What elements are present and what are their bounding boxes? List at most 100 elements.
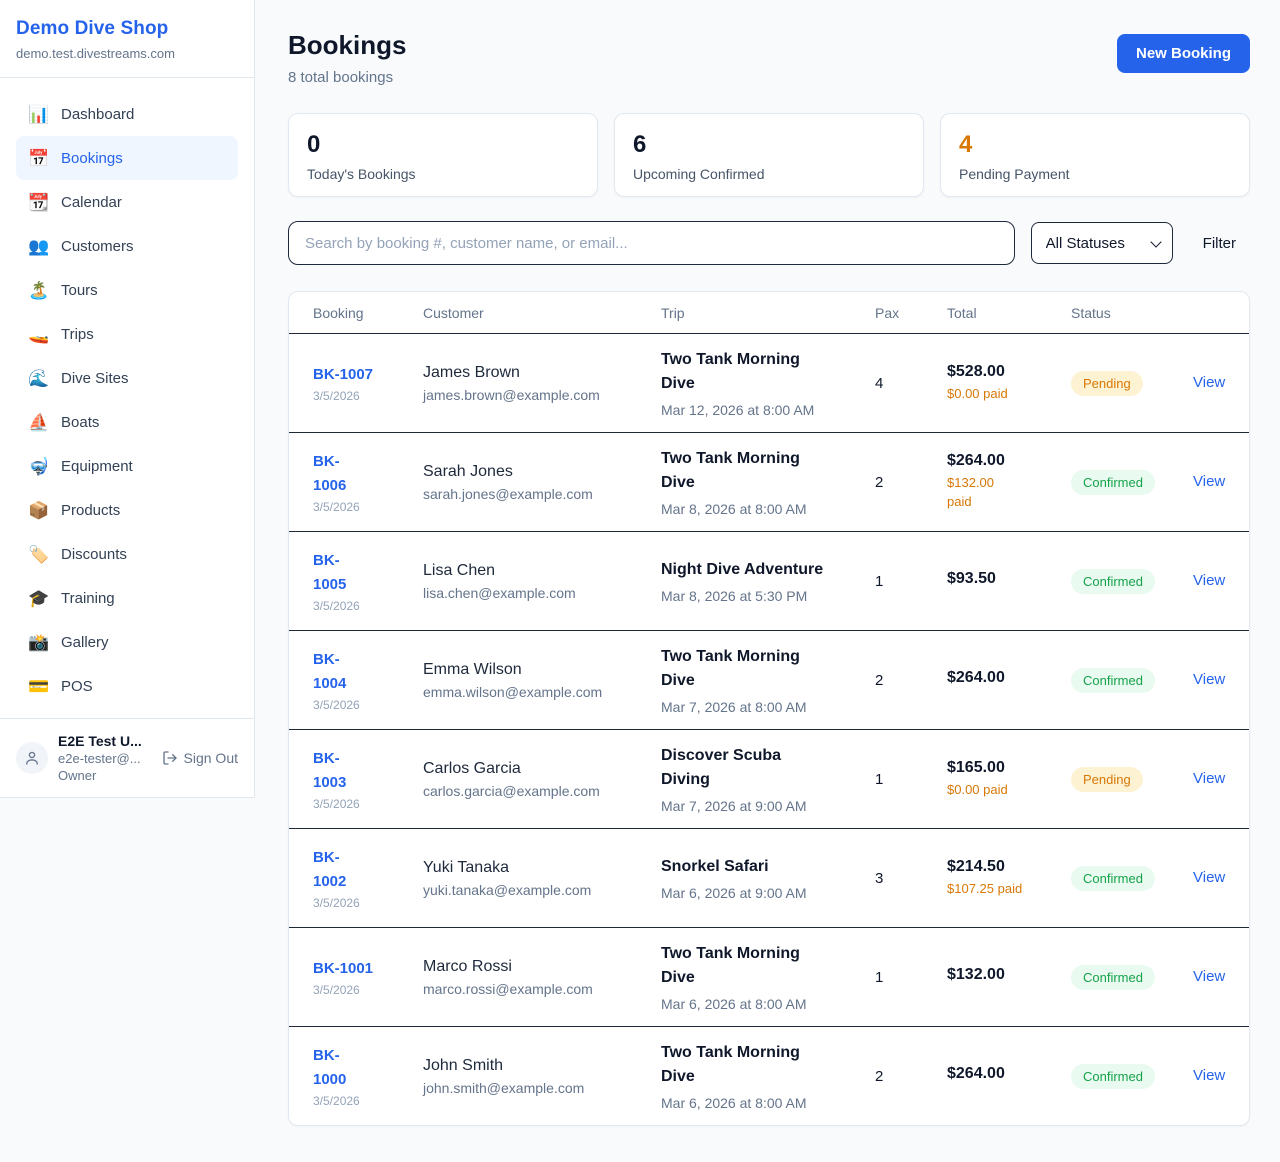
table-row: BK- 1004 3/5/2026 Emma Wilson emma.wilso… [289,630,1249,729]
sidebar-item-dashboard[interactable]: 📊 Dashboard [16,92,238,136]
sidebar-item-pos[interactable]: 💳 POS [16,664,238,708]
sidebar-item-tours[interactable]: 🏝️ Tours [16,268,238,312]
customer-name: Marco Rossi [423,957,512,975]
sidebar-item-bookings[interactable]: 📅 Bookings [16,136,238,180]
new-booking-button[interactable]: New Booking [1116,34,1250,73]
trip-datetime: Mar 6, 2026 at 9:00 AM [661,885,807,901]
page-subtitle: 8 total bookings [288,69,394,86]
sidebar-item-calendar[interactable]: 📆 Calendar [16,180,238,224]
dive-sites-icon: 🌊 [28,368,50,388]
stat-label: Today's Bookings [307,165,416,182]
sidebar-item-label: Trips [61,325,94,343]
trip-name: Two Tank Morning Dive [661,1044,800,1085]
pax-count: 4 [875,374,884,392]
view-link[interactable]: View [1193,968,1226,985]
booking-id-link[interactable]: BK- 1006 [313,453,347,494]
view-link[interactable]: View [1193,671,1226,688]
trips-icon: 🚤 [28,324,50,344]
stat-card-todays-bookings: 0 Today's Bookings [288,113,598,197]
sidebar-item-label: Training [61,589,115,607]
column-header-status: Status [1071,304,1111,321]
sidebar-item-customers[interactable]: 👥 Customers [16,224,238,268]
brand-block: Demo Dive Shop demo.test.divestreams.com [0,0,254,78]
equipment-icon: 🤿 [28,456,50,476]
user-info: E2E Test U... e2e-tester@... Owner [58,733,152,783]
sign-out-label: Sign Out [183,750,238,766]
total-amount: $214.50 [947,857,1005,875]
trip-datetime: Mar 6, 2026 at 8:00 AM [661,996,807,1012]
view-link[interactable]: View [1193,572,1226,589]
booking-date: 3/5/2026 [313,499,360,514]
stat-card-upcoming-confirmed: 6 Upcoming Confirmed [614,113,924,197]
sidebar-item-boats[interactable]: ⛵ Boats [16,400,238,444]
column-header-pax: Pax [875,304,900,321]
stat-value: 0 [307,131,321,158]
table-row: BK- 1000 3/5/2026 John Smith john.smith@… [289,1026,1249,1125]
booking-id-link[interactable]: BK-1007 [313,365,374,383]
filter-bar: All Statuses Filter [288,221,1250,265]
booking-id-link[interactable]: BK- 1004 [313,651,347,692]
table-row: BK- 1003 3/5/2026 Carlos Garcia carlos.g… [289,729,1249,828]
paid-amount: $107.25 paid [947,880,1023,896]
products-icon: 📦 [28,500,50,520]
sidebar-item-equipment[interactable]: 🤿 Equipment [16,444,238,488]
status-filter-select[interactable]: All Statuses [1030,222,1173,264]
sign-out-button[interactable]: Sign Out [162,750,238,766]
pax-count: 1 [875,968,884,986]
customer-name: Emma Wilson [423,660,522,678]
column-header-trip: Trip [661,304,685,321]
user-email: e2e-tester@... [58,751,141,766]
paid-amount: $0.00 paid [947,385,1008,401]
total-amount: $93.50 [947,570,996,587]
view-link[interactable]: View [1193,770,1226,787]
bookings-table: Booking Customer Trip Pax Total Status B… [288,291,1250,1126]
logout-icon [162,751,177,765]
customer-email: james.brown@example.com [423,386,600,403]
bookings-icon: 📅 [28,148,50,168]
booking-id-link[interactable]: BK-1001 [313,959,374,977]
booking-date: 3/5/2026 [313,1093,360,1108]
person-icon [26,751,38,765]
customer-name: Sarah Jones [423,462,513,480]
view-link[interactable]: View [1193,374,1226,391]
booking-id-link[interactable]: BK- 1002 [313,849,347,890]
view-link[interactable]: View [1193,473,1226,490]
sidebar-item-products[interactable]: 📦 Products [16,488,238,532]
view-link[interactable]: View [1193,1067,1226,1084]
sidebar-item-label: Boats [61,413,100,431]
table-header-row: Booking Customer Trip Pax Total Status [289,292,1249,333]
column-header-total: Total [947,304,977,321]
customer-name: John Smith [423,1056,504,1074]
filter-button[interactable]: Filter [1189,227,1250,260]
sidebar-item-trips[interactable]: 🚤 Trips [16,312,238,356]
sidebar-item-label: Equipment [61,457,133,475]
page-title: Bookings [288,30,407,60]
booking-id-link[interactable]: BK- 1005 [313,552,347,593]
sidebar-item-gallery[interactable]: 📸 Gallery [16,620,238,664]
pax-count: 3 [875,869,884,887]
paid-amount: $132.00 paid [947,475,994,509]
view-link[interactable]: View [1193,869,1226,886]
customer-email: carlos.garcia@example.com [423,782,600,799]
search-input[interactable] [288,221,1015,265]
total-amount: $264.00 [947,452,1005,470]
sidebar-item-training[interactable]: 🎓 Training [16,576,238,620]
sidebar-item-discounts[interactable]: 🏷️ Discounts [16,532,238,576]
stat-value: 4 [959,131,973,158]
booking-id-link[interactable]: BK- 1003 [313,750,347,791]
status-badge: Confirmed [1071,568,1155,594]
sidebar-item-dive-sites[interactable]: 🌊 Dive Sites [16,356,238,400]
status-badge: Confirmed [1071,469,1155,495]
status-badge: Confirmed [1071,964,1155,990]
user-role: Owner [58,768,97,783]
stat-value: 6 [633,131,647,158]
booking-id-link[interactable]: BK- 1000 [313,1047,347,1088]
pax-count: 1 [875,770,884,788]
sidebar-item-label: Gallery [61,633,109,651]
sidebar-item-label: Customers [61,237,134,255]
stat-label: Pending Payment [959,165,1070,182]
pax-count: 2 [875,671,884,689]
booking-date: 3/5/2026 [313,697,360,712]
sidebar: Demo Dive Shop demo.test.divestreams.com… [0,0,255,798]
shop-domain: demo.test.divestreams.com [16,46,175,61]
